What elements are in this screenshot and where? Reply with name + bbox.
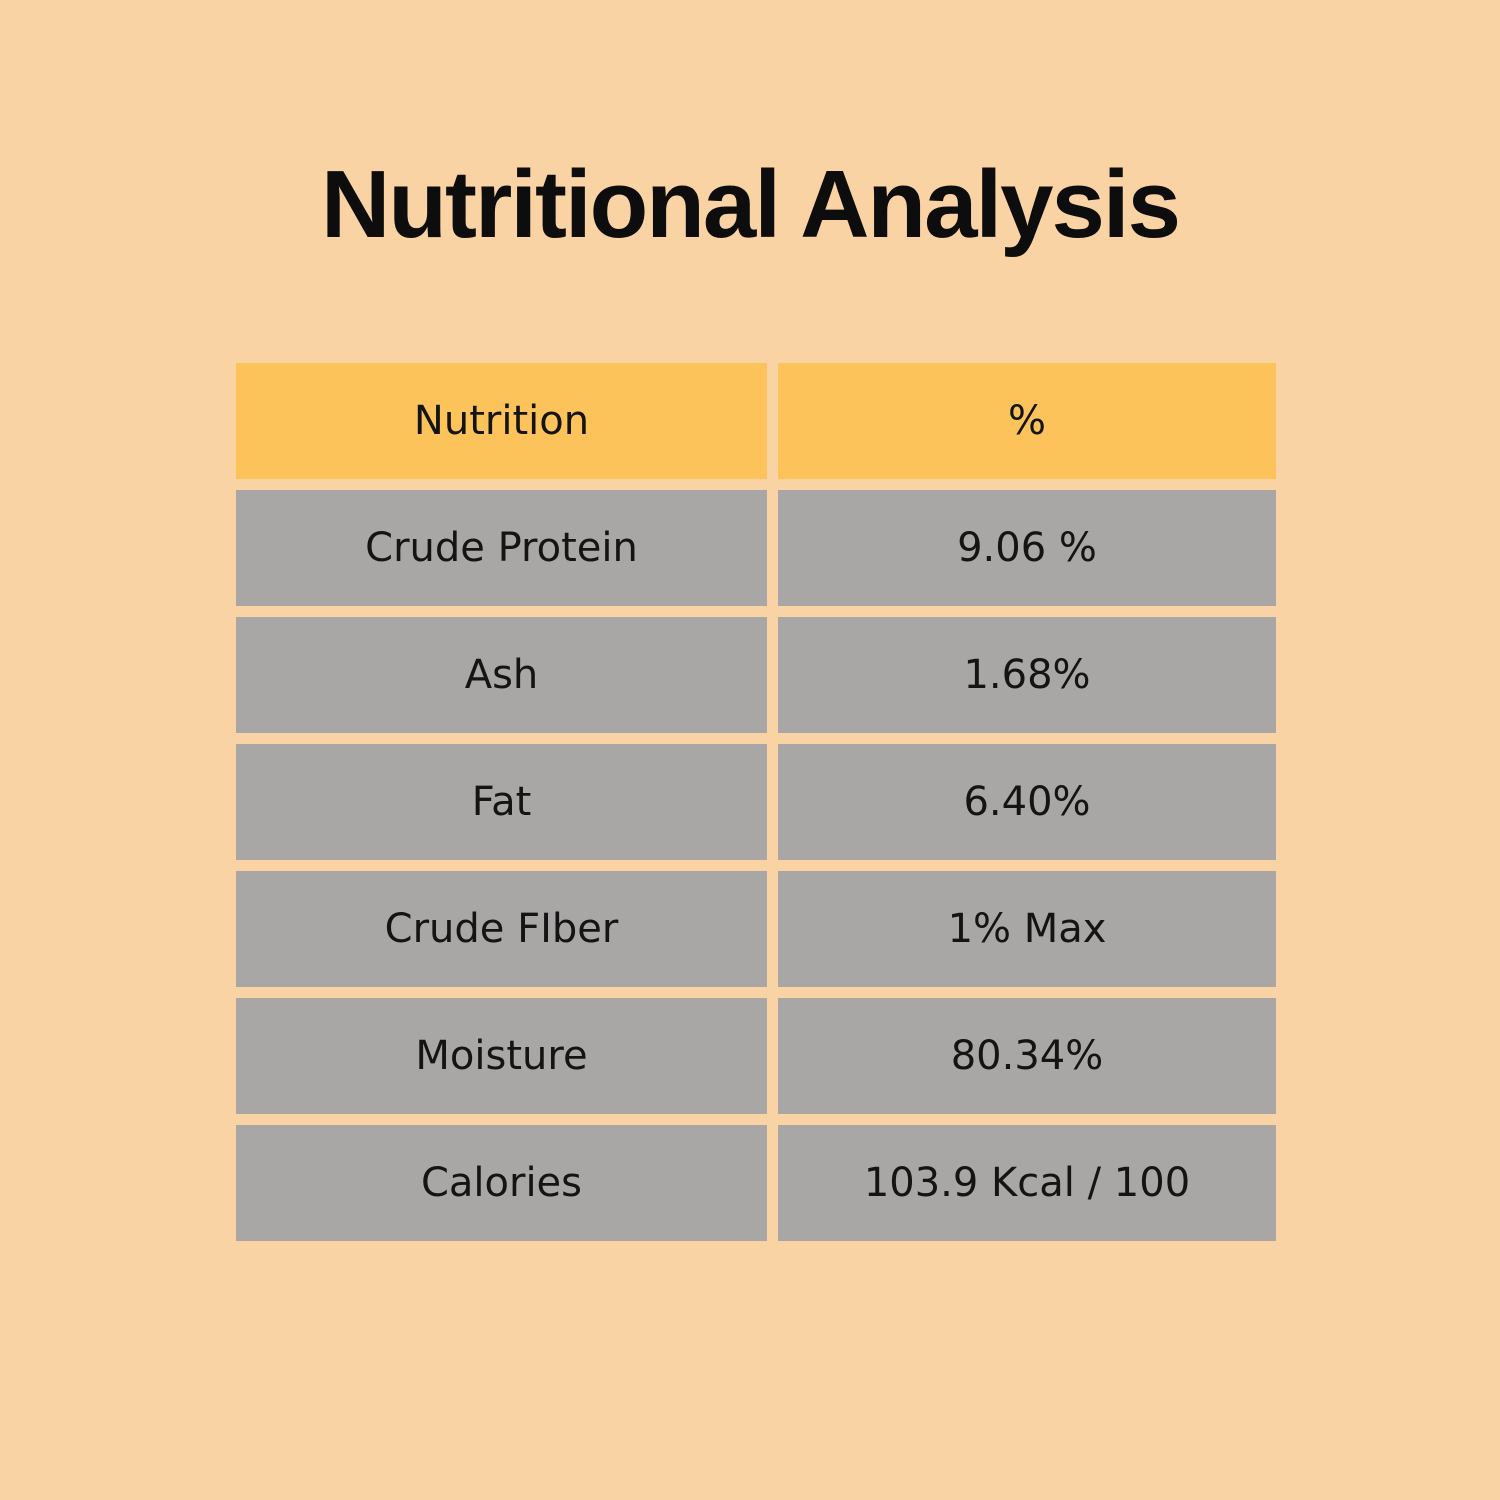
nutrition-table: Nutrition % Crude Protein 9.06 % Ash 1.68% F… [236,363,1276,1241]
nutrition-cell: Ash [236,617,767,733]
nutrition-cell: Crude FIber [236,871,767,987]
value-cell: 9.06 % [778,490,1276,606]
nutrition-cell: Fat [236,744,767,860]
nutrition-cell: Moisture [236,998,767,1114]
value-cell: 6.40% [778,744,1276,860]
column-header-percent: % [778,363,1276,479]
nutrition-cell: Calories [236,1125,767,1241]
value-cell: 1.68% [778,617,1276,733]
column-header-nutrition: Nutrition [236,363,767,479]
value-cell: 1% Max [778,871,1276,987]
value-cell: 80.34% [778,998,1276,1114]
value-cell: 103.9 Kcal / 100 [778,1125,1276,1241]
page-title: Nutritional Analysis [321,151,1181,258]
nutrition-cell: Crude Protein [236,490,767,606]
